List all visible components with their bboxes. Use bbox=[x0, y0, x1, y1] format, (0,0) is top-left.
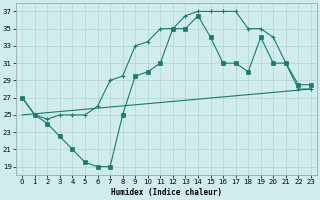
X-axis label: Humidex (Indice chaleur): Humidex (Indice chaleur) bbox=[111, 188, 222, 197]
